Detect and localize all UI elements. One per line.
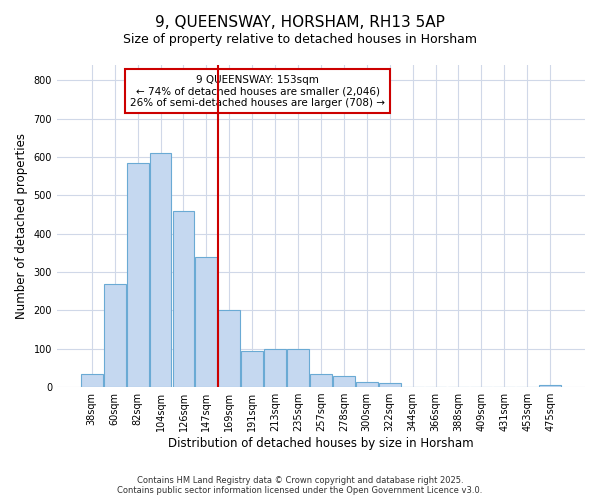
Bar (173, 210, 194, 387)
Bar (104, 284, 125, 387)
Bar (81, 374, 103, 387)
Text: Contains HM Land Registry data © Crown copyright and database right 2025.
Contai: Contains HM Land Registry data © Crown c… (118, 476, 482, 495)
Text: 9 QUEENSWAY: 153sqm
← 74% of detached houses are smaller (2,046)
26% of semi-det: 9 QUEENSWAY: 153sqm ← 74% of detached ho… (130, 74, 385, 108)
Text: 9, QUEENSWAY, HORSHAM, RH13 5AP: 9, QUEENSWAY, HORSHAM, RH13 5AP (155, 15, 445, 30)
Bar (264, 348, 286, 387)
Bar (539, 385, 561, 387)
Bar (379, 383, 401, 387)
Bar (241, 352, 263, 387)
Bar (149, 153, 172, 387)
Bar (196, 256, 217, 387)
Bar (287, 348, 309, 387)
X-axis label: Distribution of detached houses by size in Horsham: Distribution of detached houses by size … (168, 437, 474, 450)
Y-axis label: Number of detached properties: Number of detached properties (15, 133, 28, 319)
Bar (127, 163, 149, 387)
Bar (356, 382, 377, 387)
Bar (310, 374, 332, 387)
Bar (218, 310, 240, 387)
Bar (333, 376, 355, 387)
Text: Size of property relative to detached houses in Horsham: Size of property relative to detached ho… (123, 32, 477, 46)
